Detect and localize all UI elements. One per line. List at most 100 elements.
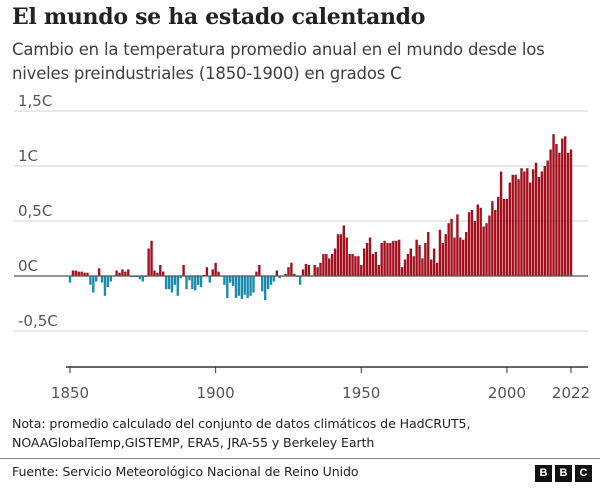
bar-1910 [243, 276, 246, 295]
footer-divider [0, 458, 600, 459]
x-tick-label: 2000 [488, 384, 526, 402]
bar-1895 [199, 276, 203, 287]
bar-1990 [476, 204, 479, 276]
source-text: Fuente: Servicio Meteorológico Nacional … [12, 464, 359, 479]
bar-1934 [313, 265, 316, 276]
bar-1931 [304, 263, 308, 276]
bar-1950 [360, 265, 363, 276]
bar-2016 [552, 134, 555, 276]
bar-1898 [208, 276, 212, 283]
y-tick-label: 1C [18, 147, 38, 165]
bar-1906 [231, 276, 235, 286]
bar-2008 [529, 182, 532, 276]
bar-1996 [494, 210, 497, 276]
bar-1858 [92, 276, 95, 293]
bar-1892 [191, 276, 194, 290]
bar-1851 [71, 270, 75, 276]
bar-1879 [153, 270, 156, 276]
bar-2003 [514, 174, 517, 276]
chart-note: Nota: promedio calculado del conjunto de… [12, 416, 471, 450]
bar-1924 [284, 273, 287, 276]
bar-1921 [275, 270, 279, 276]
bar-1855 [83, 272, 86, 276]
bar-1868 [121, 269, 124, 276]
bar-1975 [432, 248, 436, 276]
bar-2006 [523, 171, 526, 276]
bar-1957 [380, 243, 383, 276]
bar-1980 [447, 223, 450, 276]
x-tick-label: 2022 [552, 384, 590, 402]
bar-1956 [377, 265, 380, 276]
bar-1974 [429, 259, 433, 276]
bar-1971 [421, 258, 424, 276]
bar-1972 [424, 243, 427, 276]
bar-2013 [543, 166, 546, 276]
bar-1944 [342, 225, 345, 276]
bar-1897 [205, 267, 209, 276]
bar-1926 [290, 262, 293, 276]
bar-1965 [403, 259, 407, 276]
bar-1888 [179, 276, 182, 279]
bar-2002 [511, 174, 514, 276]
bar-1859 [95, 276, 98, 282]
bar-1922 [278, 276, 281, 279]
bar-1958 [383, 240, 386, 276]
bar-1964 [400, 267, 404, 276]
bar-1867 [118, 272, 121, 276]
x-tick-label: 1900 [197, 384, 235, 402]
bar-1961 [392, 240, 395, 276]
bar-1909 [240, 276, 244, 300]
bar-1979 [444, 234, 447, 276]
bar-2021 [566, 152, 570, 276]
bar-1882 [162, 271, 165, 276]
bar-1952 [365, 243, 369, 276]
bar-1854 [80, 271, 83, 276]
bar-1935 [316, 267, 319, 276]
bar-1850 [68, 276, 72, 283]
bar-1889 [182, 265, 185, 276]
bar-1968 [412, 256, 415, 276]
bar-1852 [74, 270, 78, 276]
bar-2020 [563, 136, 567, 276]
bar-1998 [499, 171, 503, 276]
bar-1932 [307, 265, 311, 276]
bar-1877 [147, 248, 150, 276]
bar-1856 [86, 272, 89, 276]
logo-letter: C [575, 465, 592, 482]
bar-1893 [194, 276, 197, 291]
bar-1993 [485, 223, 488, 276]
bar-1863 [106, 276, 110, 287]
bar-2022 [569, 149, 573, 276]
bar-1869 [124, 271, 127, 276]
bar-1901 [217, 271, 220, 276]
bar-1983 [456, 214, 459, 276]
bar-1949 [357, 256, 360, 276]
bar-1976 [435, 262, 439, 276]
bar-1999 [502, 199, 506, 276]
bar-1920 [272, 276, 276, 282]
bar-1886 [173, 276, 177, 285]
x-tick-label: 1850 [51, 384, 89, 402]
chart-subtitle: Cambio en la temperatura promedio anual … [12, 40, 545, 83]
bar-1907 [234, 276, 238, 298]
bar-1991 [479, 207, 482, 276]
bar-2007 [526, 168, 529, 276]
bar-1864 [109, 276, 112, 282]
bar-2009 [531, 169, 535, 276]
bar-1963 [397, 239, 401, 276]
bar-1953 [368, 237, 372, 276]
bar-1917 [263, 276, 267, 301]
bar-2011 [537, 177, 541, 276]
bar-1951 [362, 248, 366, 276]
bar-2012 [540, 171, 544, 276]
y-tick-label: 1,5C [18, 92, 52, 110]
bar-1982 [453, 237, 456, 276]
bar-2001 [508, 182, 512, 276]
bar-2005 [520, 168, 523, 276]
bar-1887 [176, 276, 179, 296]
bar-1884 [167, 276, 171, 290]
logo-letter: B [555, 465, 572, 482]
bar-1943 [339, 234, 343, 276]
bar-1880 [156, 272, 159, 276]
bar-2004 [517, 179, 520, 276]
